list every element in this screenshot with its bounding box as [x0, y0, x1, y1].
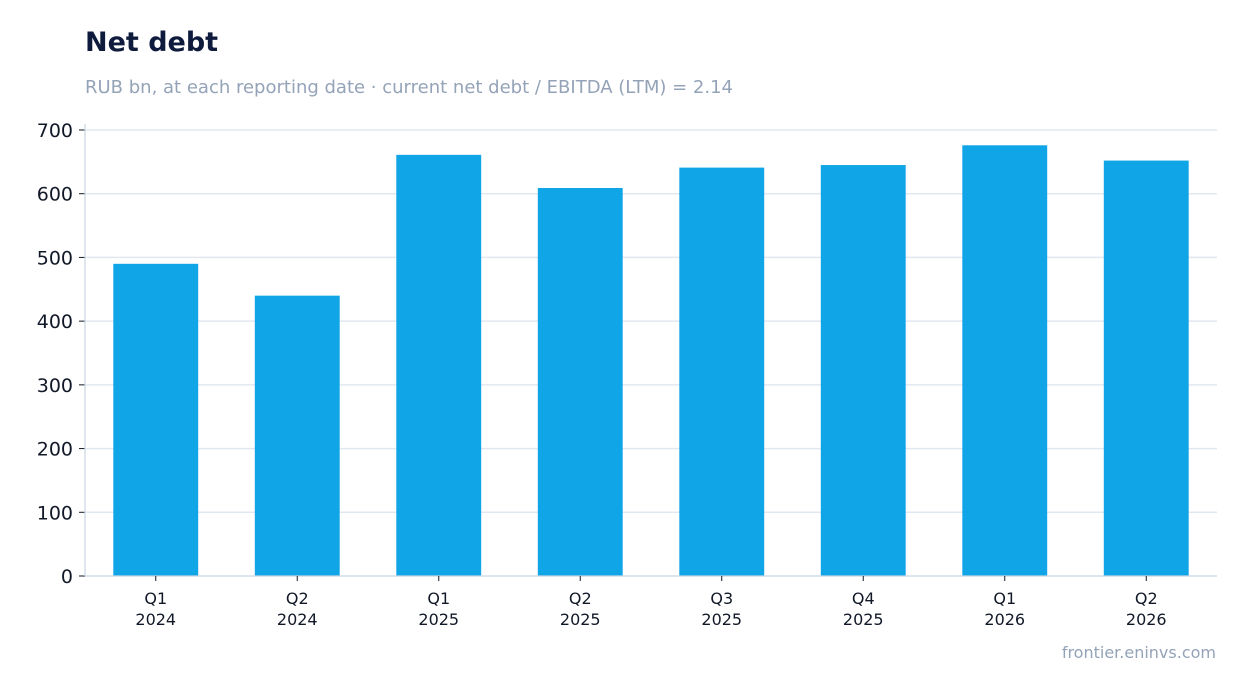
bar [396, 154, 482, 576]
bar [1103, 160, 1189, 576]
bar [679, 167, 765, 576]
bar [254, 295, 340, 576]
x-tick-label-year: 2026 [1126, 610, 1167, 629]
x-tick-label-year: 2026 [984, 610, 1025, 629]
chart-title: Net debt [85, 27, 219, 58]
bar [962, 145, 1048, 576]
x-tick-label-quarter: Q3 [710, 589, 733, 608]
x-tick-label-year: 2025 [843, 610, 884, 629]
source-credit: frontier.eninvs.com [1061, 643, 1216, 662]
y-tick-label: 100 [37, 502, 73, 524]
y-tick-label: 400 [37, 311, 73, 333]
x-tick-label-year: 2025 [418, 610, 459, 629]
x-tick-label-quarter: Q1 [427, 589, 450, 608]
bar [537, 187, 623, 577]
x-tick-label-year: 2025 [701, 610, 742, 629]
chart-subtitle: RUB bn, at each reporting date · current… [85, 77, 733, 98]
x-tick-label-quarter: Q2 [1135, 589, 1158, 608]
bar [820, 165, 906, 577]
x-tick-label-quarter: Q1 [993, 589, 1016, 608]
x-tick-label-quarter: Q2 [569, 589, 592, 608]
x-tick-label-quarter: Q4 [852, 589, 875, 608]
bar [113, 263, 199, 576]
x-tick-label-year: 2024 [135, 610, 176, 629]
y-tick-label: 300 [37, 375, 73, 397]
tick-labels: 0 100 200 300 400 500 600 700 Q1 2024 Q2 2024 Q1 2025… [37, 120, 1167, 629]
y-tick-label: 200 [37, 439, 73, 461]
axes [79, 124, 1217, 581]
y-tick-label: 0 [61, 566, 73, 588]
x-tick-label-year: 2024 [277, 610, 318, 629]
y-tick-label: 700 [37, 120, 73, 142]
x-tick-label-quarter: Q1 [144, 589, 167, 608]
y-tick-label: 600 [37, 184, 73, 206]
bars [113, 145, 1189, 577]
y-tick-label: 500 [37, 247, 73, 269]
x-tick-label-year: 2025 [560, 610, 601, 629]
x-tick-label-quarter: Q2 [286, 589, 309, 608]
